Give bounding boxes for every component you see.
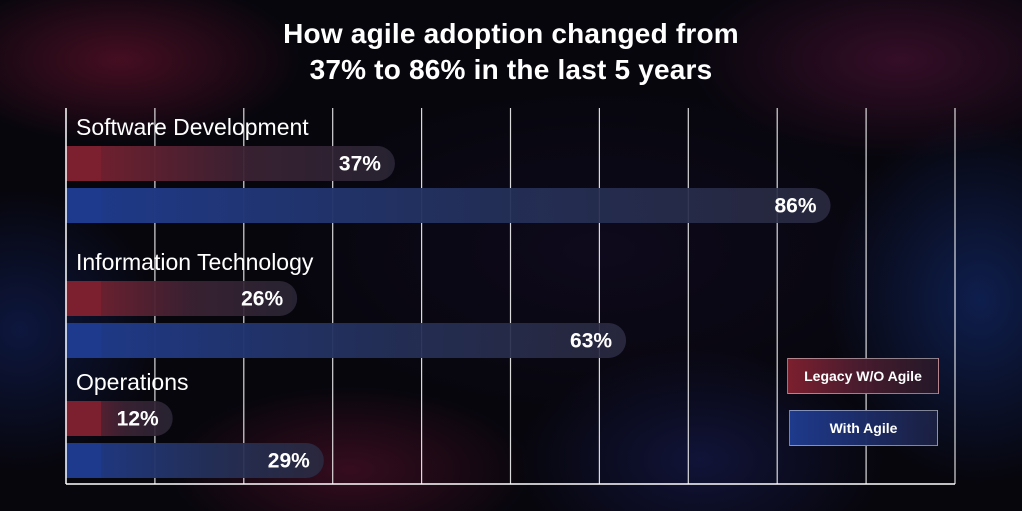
legend-label-legacy: Legacy W/O Agile — [804, 368, 922, 384]
chart-title-line-2: 37% to 86% in the last 5 years — [309, 54, 713, 85]
data-label-legacy: 26% — [241, 288, 283, 311]
bar-agile-base — [66, 188, 101, 223]
axes — [65, 108, 955, 485]
category-label: Information Technology — [76, 249, 314, 275]
gridlines — [154, 108, 956, 484]
bar-legacy-base — [66, 281, 101, 316]
data-label-agile: 29% — [268, 450, 310, 473]
data-label-legacy: 37% — [339, 153, 381, 176]
category-label: Operations — [76, 369, 189, 395]
data-label-agile: 86% — [775, 195, 817, 218]
legend-item-legacy: Legacy W/O Agile — [787, 358, 939, 394]
category-label: Software Development — [76, 114, 309, 140]
bars-group — [66, 146, 831, 478]
bar-agile — [66, 323, 627, 358]
bar-legacy — [66, 281, 298, 316]
data-label-legacy: 12% — [117, 408, 159, 431]
bar-agile-base — [66, 323, 101, 358]
bar-legacy-base — [66, 401, 101, 436]
labels-group: Software Development 37% 86% Information Te… — [76, 114, 817, 473]
bar-agile — [66, 443, 324, 478]
bar-agile-base — [66, 443, 101, 478]
chart-title-line-1: How agile adoption changed from — [283, 18, 739, 49]
bar-agile — [66, 188, 831, 223]
bar-legacy — [66, 146, 395, 181]
legend-item-agile: With Agile — [789, 410, 938, 446]
legend-label-agile: With Agile — [829, 420, 898, 436]
data-label-agile: 63% — [570, 330, 612, 353]
chart-title: How agile adoption changed from 37% to 8… — [0, 16, 1022, 88]
bar-legacy-base — [66, 146, 101, 181]
